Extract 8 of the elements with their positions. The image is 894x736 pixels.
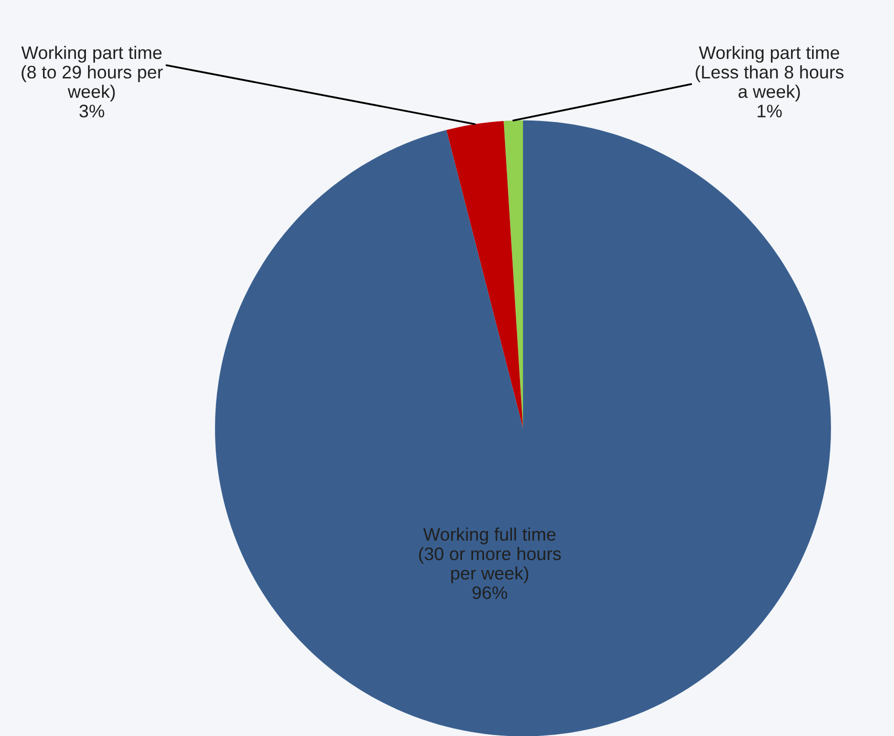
- pie-slice: [215, 120, 831, 736]
- slice-label: Working full time (30 or more hours per week): [419, 528, 561, 584]
- pie-slice: [446, 120, 523, 428]
- slice-label: Working part time (8 to 29 hours per week): [21, 46, 163, 102]
- data-label: 3%: [79, 104, 104, 118]
- data-label: 1%: [758, 104, 782, 118]
- slice-label: Working part time (Less than 8 hours a week): [696, 46, 844, 102]
- data-label: 96%: [472, 586, 508, 600]
